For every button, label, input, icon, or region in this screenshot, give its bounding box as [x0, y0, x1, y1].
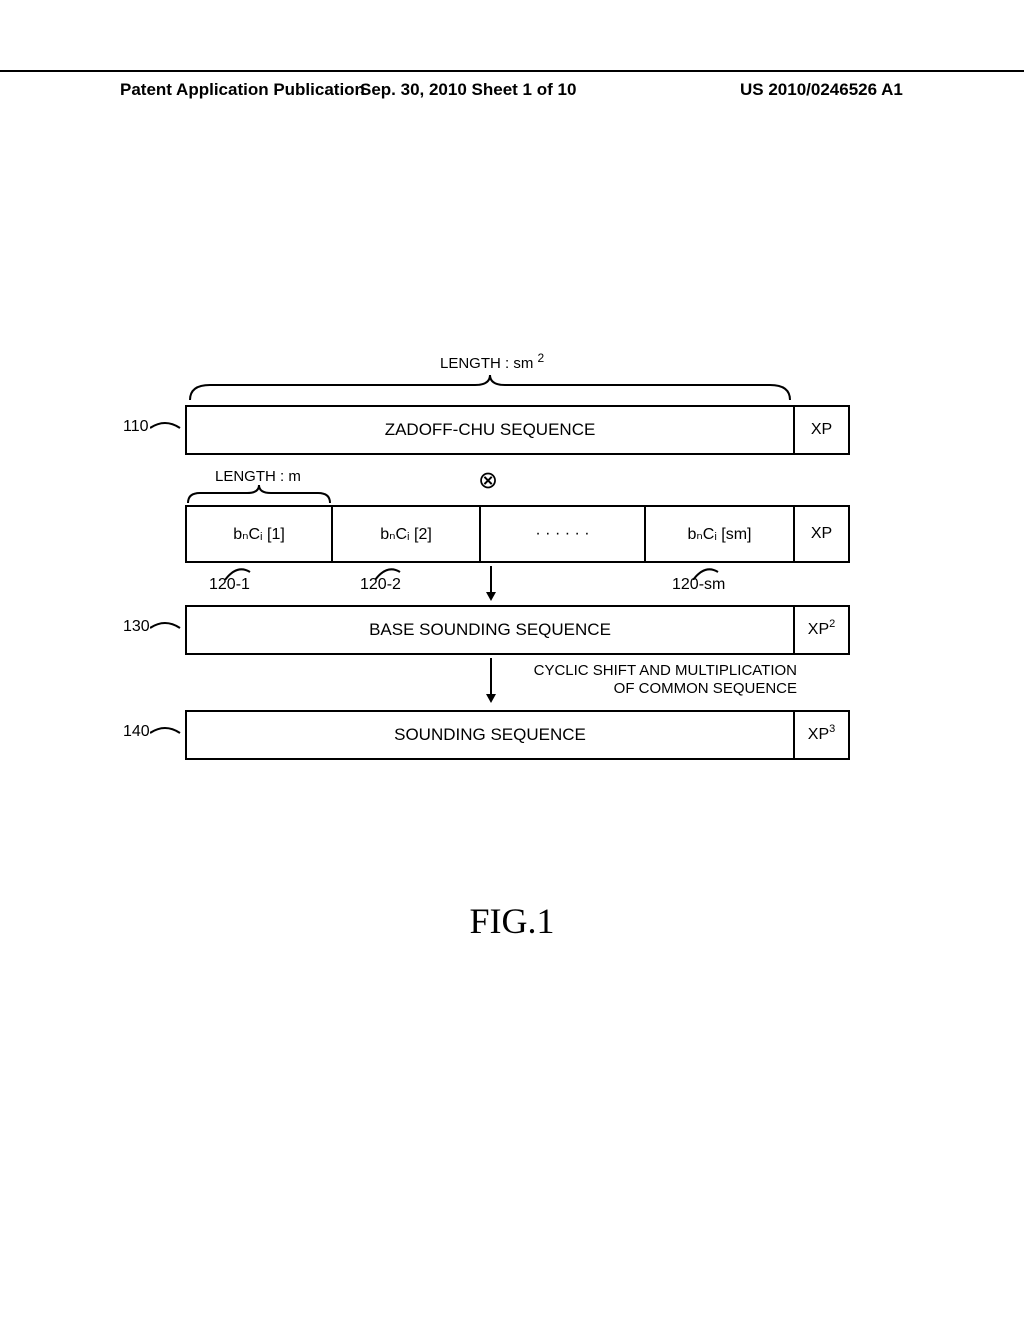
cell-120-dots-text: · · · · · ·: [535, 525, 589, 543]
top-length-label: LENGTH : sm 2: [440, 355, 544, 372]
ref-120-2: 120-2: [360, 576, 401, 594]
box-110: ZADOFF-CHU SEQUENCE: [185, 405, 795, 455]
box-130-text: BASE SOUNDING SEQUENCE: [369, 620, 611, 640]
length-text: LENGTH : sm: [440, 355, 533, 372]
ref-120-1: 120-1: [209, 576, 250, 594]
ref-130: 130: [123, 618, 150, 636]
xp-130-base: XP: [808, 621, 829, 639]
leader-130: [150, 620, 185, 640]
figure-label: FIG.1: [0, 900, 1024, 942]
xp-140: XP3: [795, 710, 850, 760]
header-right: US 2010/0246526 A1: [740, 80, 903, 100]
cell-120-dots: · · · · · ·: [481, 505, 646, 563]
box-140-text: SOUNDING SEQUENCE: [394, 725, 586, 745]
xp-130-sup: 2: [829, 618, 835, 630]
length-sup: 2: [538, 351, 545, 365]
xp-110-text: XP: [811, 421, 832, 439]
cell-120-2-text: bₙCᵢ [2]: [380, 524, 432, 544]
header-center: Sep. 30, 2010 Sheet 1 of 10: [360, 80, 576, 100]
xp-130: XP2: [795, 605, 850, 655]
cell-120-sm-text: bₙCᵢ [sm]: [687, 524, 751, 544]
leader-140: [150, 725, 185, 745]
cell-120-1-text: bₙCᵢ [1]: [233, 524, 285, 544]
box-140: SOUNDING SEQUENCE: [185, 710, 795, 760]
xp-140-sup: 3: [829, 723, 835, 735]
xp-120: XP: [795, 505, 850, 563]
leader-110: [150, 420, 185, 440]
ref-120-sm: 120-sm: [672, 576, 725, 594]
xp-110: XP: [795, 405, 850, 455]
arrow-to-140: [483, 658, 499, 708]
ref-110: 110: [123, 418, 149, 436]
operation-text: CYCLIC SHIFT AND MULTIPLICATION OF COMMO…: [507, 662, 797, 698]
ref-140: 140: [123, 723, 150, 741]
box-130: BASE SOUNDING SEQUENCE: [185, 605, 795, 655]
cell-120-2: bₙCᵢ [2]: [333, 505, 481, 563]
cell-120-sm: bₙCᵢ [sm]: [646, 505, 795, 563]
xp-140-base: XP: [808, 726, 829, 744]
header-left: Patent Application Publication: [120, 80, 365, 100]
box-110-text: ZADOFF-CHU SEQUENCE: [385, 420, 596, 440]
xp-120-text: XP: [811, 525, 832, 543]
top-brace: [185, 375, 795, 400]
brace-m: [185, 483, 333, 503]
tensor-icon: ⊗: [478, 466, 498, 495]
cell-120-1: bₙCᵢ [1]: [185, 505, 333, 563]
header-rule: [0, 70, 1024, 72]
arrow-to-130: [483, 566, 499, 606]
